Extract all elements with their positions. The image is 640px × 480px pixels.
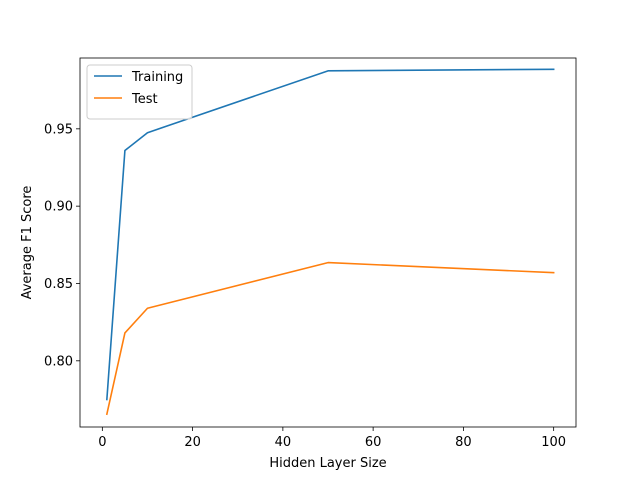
x-tick-label: 40 (275, 435, 292, 450)
series-layer (105, 68, 555, 416)
x-tick-label: 100 (541, 435, 566, 450)
x-axis-ticks: 0 20 40 60 80 100 (98, 427, 566, 450)
y-tick-label: 0.95 (44, 122, 73, 137)
x-axis-label: Hidden Layer Size (269, 456, 386, 471)
x-tick-label: 80 (455, 435, 472, 450)
legend-label-test: Test (131, 92, 158, 107)
series-line-test (105, 261, 555, 416)
y-tick-label: 0.85 (44, 277, 73, 292)
series-line-training (105, 68, 555, 401)
y-axis-label: Average F1 Score (20, 186, 35, 300)
legend-box (86, 64, 193, 120)
legend: Training Test (86, 64, 193, 120)
x-tick-label: 60 (365, 435, 382, 450)
y-tick-label: 0.90 (44, 200, 73, 215)
x-tick-label: 20 (184, 435, 201, 450)
y-axis-ticks: 0.80 0.85 0.90 0.95 (44, 122, 80, 369)
plot-frame (79, 57, 577, 428)
legend-label-training: Training (131, 70, 183, 85)
x-tick-label: 0 (98, 435, 106, 450)
y-tick-label: 0.80 (44, 354, 73, 369)
